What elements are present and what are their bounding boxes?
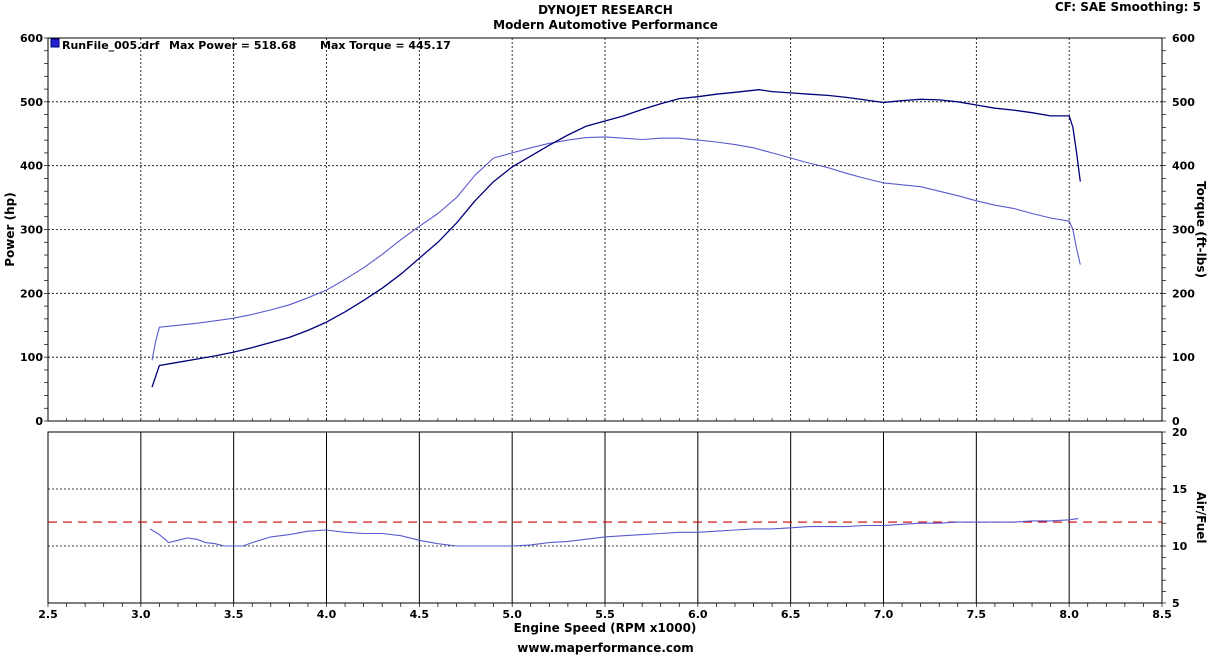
y-axis-title: Power (hp) — [3, 192, 17, 266]
legend-max-torque: Max Torque = 445.17 — [320, 39, 451, 52]
y2-axis-title: Torque (ft-lbs) — [1194, 181, 1208, 278]
chart-title: DYNOJET RESEARCH — [538, 3, 673, 17]
y-tick-label: 300 — [20, 224, 43, 237]
y-tick-label: 600 — [20, 32, 43, 45]
x-tick-label: 8.5 — [1152, 608, 1172, 621]
y2-tick-label: 500 — [1172, 96, 1195, 109]
x-tick-label: 3.5 — [224, 608, 244, 621]
afr-axis-title: Air/Fuel — [1194, 491, 1208, 543]
y-tick-label: 0 — [35, 415, 43, 428]
legend-swatch — [50, 38, 60, 48]
y2-tick-label: 600 — [1172, 32, 1195, 45]
footer-url: www.maperformance.com — [517, 641, 694, 655]
y-tick-label: 100 — [20, 351, 43, 364]
afr-tick-label: 15 — [1172, 483, 1187, 496]
torque-line — [151, 136, 1081, 361]
y2-tick-label: 400 — [1172, 160, 1195, 173]
legend-max-power: Max Power = 518.68 — [169, 39, 296, 52]
afr-tick-label: 10 — [1172, 540, 1188, 553]
afr-tick-label: 20 — [1172, 426, 1188, 439]
chart-subtitle: Modern Automotive Performance — [493, 18, 718, 32]
x-tick-label: 6.0 — [688, 608, 708, 621]
y-tick-label: 200 — [20, 287, 43, 300]
y-tick-label: 400 — [20, 160, 43, 173]
x-tick-label: 2.5 — [38, 608, 58, 621]
y-tick-label: 500 — [20, 96, 43, 109]
x-tick-label: 8.0 — [1059, 608, 1079, 621]
x-tick-label: 5.0 — [502, 608, 522, 621]
x-tick-label: 4.0 — [317, 608, 337, 621]
y2-tick-label: 0 — [1172, 415, 1180, 428]
y2-tick-label: 100 — [1172, 351, 1195, 364]
legend-file: RunFile_005.drf — [62, 39, 160, 52]
power-line — [151, 89, 1081, 388]
x-tick-label: 6.5 — [781, 608, 801, 621]
x-tick-label: 5.5 — [595, 608, 615, 621]
x-tick-label: 4.5 — [410, 608, 430, 621]
x-tick-label: 7.0 — [874, 608, 894, 621]
afr-tick-label: 5 — [1172, 597, 1180, 610]
afr-line — [149, 518, 1079, 547]
x-tick-label: 7.5 — [967, 608, 987, 621]
legend: RunFile_005.drf Max Power = 518.68 Max T… — [50, 38, 451, 52]
x-axis-title: Engine Speed (RPM x1000) — [514, 621, 697, 635]
x-tick-label: 3.0 — [131, 608, 151, 621]
y2-tick-label: 200 — [1172, 287, 1195, 300]
correction-factor-info: CF: SAE Smoothing: 5 — [1054, 0, 1201, 14]
y2-tick-label: 300 — [1172, 224, 1195, 237]
